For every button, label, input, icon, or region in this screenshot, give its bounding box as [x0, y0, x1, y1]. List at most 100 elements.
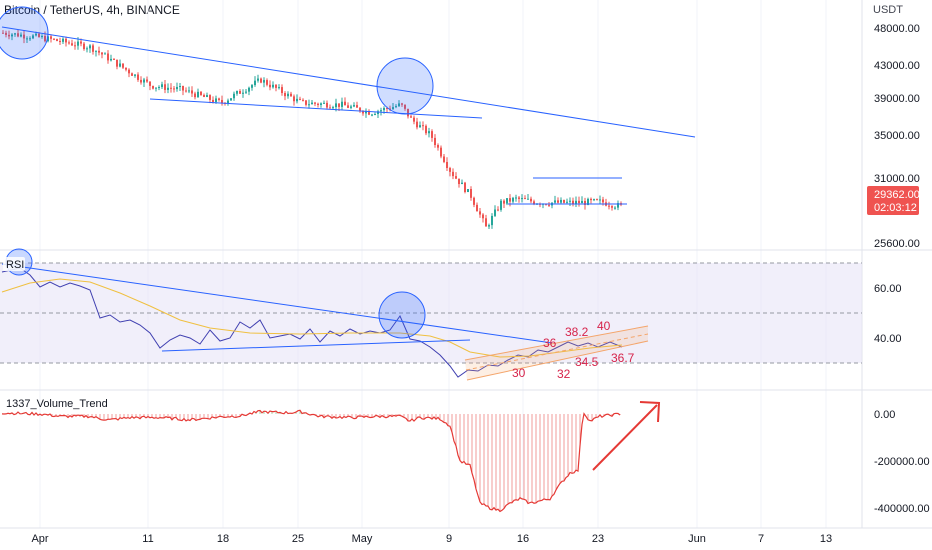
candle-body	[401, 103, 403, 105]
trend-arrow	[592, 404, 658, 471]
candle-body	[614, 207, 616, 209]
time-tick-label: 18	[217, 533, 229, 545]
candle-body	[65, 38, 67, 43]
candle-body	[530, 198, 532, 202]
candle-body	[398, 103, 400, 107]
candle-body	[395, 106, 397, 108]
volume-tick-label: -200000.00	[874, 456, 930, 468]
rsi-annotation: 34.5	[575, 355, 599, 369]
price-tick-label: 39000.00	[874, 93, 920, 105]
candle-body	[77, 41, 79, 46]
volume-tick-label: -400000.00	[874, 503, 930, 515]
candle-body	[488, 225, 490, 227]
candle-body	[305, 100, 307, 105]
candle-body	[110, 58, 112, 61]
rsi-channel-top	[464, 325, 649, 361]
rsi-line	[1, 267, 623, 378]
candle-body	[161, 84, 163, 88]
rsi-label-bg	[3, 257, 25, 271]
volume-panel: 1337_Volume_Trend	[1, 398, 661, 513]
volume-title: 1337_Volume_Trend	[6, 398, 108, 410]
wedge-support-line	[149, 98, 483, 119]
candle-body	[59, 41, 61, 43]
candle-body	[8, 34, 10, 37]
candle-body	[404, 104, 406, 109]
candle-body	[131, 73, 133, 76]
candle-body	[98, 50, 100, 53]
candle-body	[461, 182, 463, 185]
candle-body	[233, 93, 235, 99]
candle-body	[566, 201, 568, 203]
candle-body	[191, 90, 193, 94]
candle-body	[263, 80, 265, 83]
candle-body	[584, 200, 586, 205]
candle-body	[344, 101, 346, 106]
rsi-tick-label: 40.00	[874, 333, 902, 345]
candle-body	[464, 182, 466, 193]
candle-body	[389, 108, 391, 110]
rsi-annotation: 32	[557, 367, 571, 381]
candle-body	[101, 52, 103, 55]
candle-body	[518, 197, 520, 199]
candle-body	[365, 110, 367, 114]
candle-body	[332, 107, 334, 109]
time-tick-label: 16	[517, 533, 529, 545]
rsi-tick-label: 60.00	[874, 283, 902, 295]
price-tick-label: 31000.00	[874, 173, 920, 185]
time-tick-label: 11	[142, 533, 153, 545]
candle-body	[458, 178, 460, 185]
candle-body	[200, 91, 202, 95]
candle-body	[581, 200, 583, 204]
candle-body	[32, 35, 34, 39]
candle-body	[164, 84, 166, 90]
price-panel	[0, 6, 696, 229]
candle-body	[407, 108, 409, 117]
rsi-support-line	[161, 339, 471, 352]
candle-body	[473, 197, 475, 205]
candle-body	[467, 189, 469, 193]
candle-body	[521, 198, 523, 200]
candle-body	[329, 107, 331, 109]
rsi-ma-line	[1, 278, 623, 358]
time-tick-label: Apr	[31, 533, 48, 545]
candle-body	[281, 87, 283, 94]
candle-body	[155, 87, 157, 89]
candle-body	[572, 200, 574, 204]
candle-body	[194, 93, 196, 98]
price-tick-label: 25600.00	[874, 238, 920, 250]
candle-body	[362, 111, 364, 114]
candle-body	[455, 176, 457, 179]
candle-body	[494, 209, 496, 216]
candle-body	[377, 111, 379, 115]
candle-body	[410, 116, 412, 118]
candle-body	[128, 69, 130, 74]
time-tick-label: 25	[292, 533, 304, 545]
candle-body	[239, 90, 241, 94]
candle-body	[428, 131, 430, 134]
candle-body	[89, 45, 91, 49]
circle-highlight	[378, 291, 426, 339]
candle-body	[503, 200, 505, 204]
candle-body	[41, 35, 43, 38]
candle-body	[95, 50, 97, 52]
candle-body	[434, 137, 436, 146]
time-tick-label: May	[352, 533, 373, 545]
candle-body	[548, 204, 550, 206]
candle-body	[446, 161, 448, 169]
currency-label: USDT	[873, 4, 903, 16]
candle-body	[497, 209, 499, 211]
candle-body	[482, 214, 484, 219]
candle-body	[248, 87, 250, 92]
time-tick-label: 9	[446, 533, 452, 545]
candle-body	[254, 80, 256, 86]
candle-body	[599, 199, 601, 201]
candle-body	[23, 34, 25, 39]
candle-body	[29, 38, 31, 40]
volume-tick-label: 0.00	[874, 409, 895, 421]
candle-body	[209, 95, 211, 100]
candle-body	[38, 33, 40, 38]
candle-body	[215, 98, 217, 102]
candle-body	[83, 43, 85, 50]
candle-body	[512, 197, 514, 202]
